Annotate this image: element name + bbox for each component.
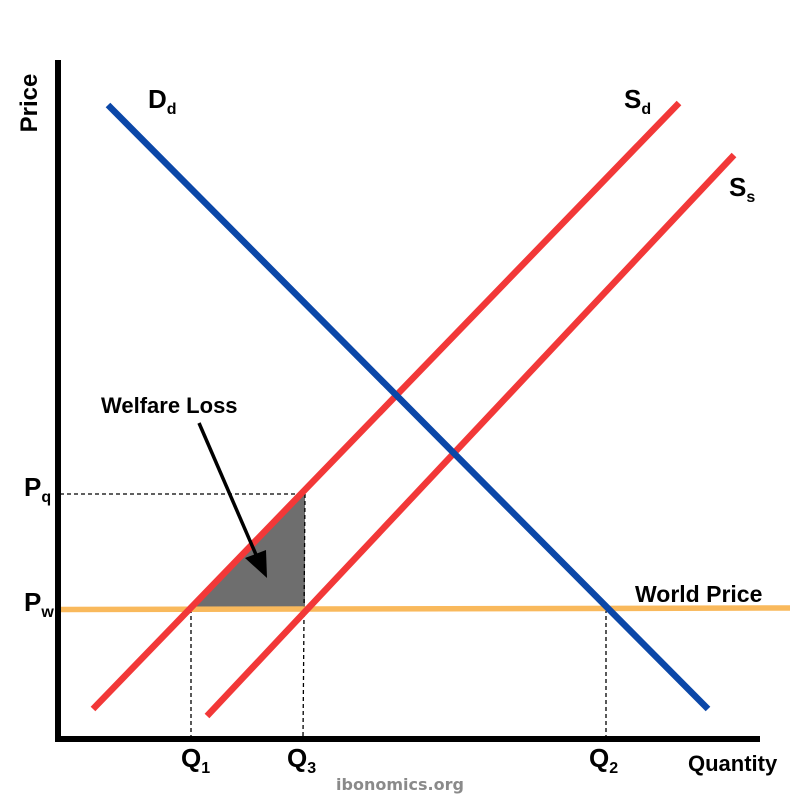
q2-label: Q2 [589,743,618,777]
x-axis-label: Quantity [688,751,778,776]
supply-domestic-curve [90,100,682,712]
world-price-line [59,605,791,613]
guide-lines [60,493,607,739]
demand-label: Dd [148,84,177,118]
pq-label: Pq [24,472,51,506]
welfare-loss-label: Welfare Loss [101,393,238,418]
pw-label: Pw [24,587,54,621]
supply-shifted-label: Ss [729,172,755,206]
world-price-label: World Price [635,581,762,607]
watermark: ibonomics.org [336,775,464,794]
q3-label: Q3 [287,743,316,777]
q1-label: Q1 [181,743,210,777]
y-axis-label: Price [16,74,43,133]
demand-curve [105,102,711,712]
welfare-loss-arrow [197,422,267,578]
supply-domestic-label: Sd [624,84,651,118]
supply-shifted-curve [204,152,737,719]
